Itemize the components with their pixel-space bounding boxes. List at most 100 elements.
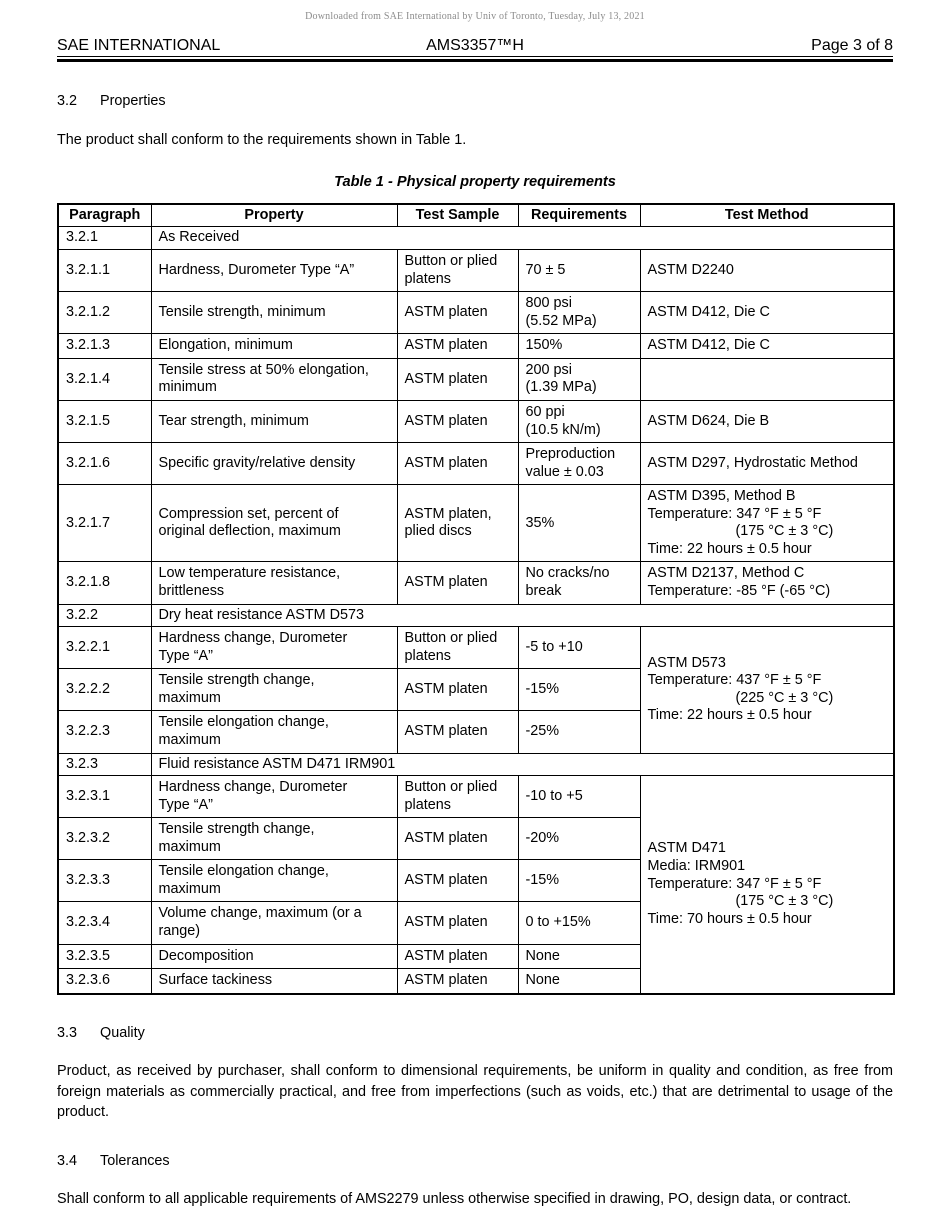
paragraph-cell: 3.2.1.7 — [57, 484, 152, 563]
section-label-cell: Dry heat resistance ASTM D573 — [150, 603, 895, 628]
paragraph-cell: 3.2.3.1 — [57, 775, 152, 819]
requirements-cell: -20% — [517, 817, 641, 861]
paragraph-cell: 3.2.1.8 — [57, 561, 152, 605]
sample-cell: Button or plied platens — [396, 248, 519, 293]
table-row-3-2-3-2: 3.2.3.2 Tensile strength change, maximum… — [57, 817, 894, 861]
section-number: 3.3 — [57, 1024, 78, 1041]
property-cell: Tensile strength, minimum — [150, 291, 398, 335]
table-row-3-2-3-4: 3.2.3.4 Volume change, maximum (or a ran… — [57, 901, 894, 945]
sample-cell: ASTM platen — [396, 943, 519, 970]
col-header-paragraph: Paragraph — [57, 203, 152, 228]
property-cell: Tensile strength change, maximum — [150, 668, 398, 712]
requirements-cell: 35% — [517, 484, 641, 563]
sample-cell: ASTM platen — [396, 859, 519, 903]
table-row-3-2-1: 3.2.1 As Received — [57, 226, 895, 250]
sample-cell: ASTM platen — [396, 399, 519, 444]
physical-property-table: Paragraph Property Test Sample Requireme… — [57, 202, 895, 995]
method-cell-merged: ASTM D573 Temperature: 437 °F ± 5 °F (22… — [639, 626, 895, 754]
paragraph-cell: 3.2.1.4 — [57, 357, 152, 401]
requirements-cell: 800 psi (5.52 MPa) — [517, 291, 641, 335]
method-cell-merged: ASTM D471 Media: IRM901 Temperature: 347… — [639, 775, 895, 995]
paragraph-cell: 3.2.1 — [57, 226, 152, 250]
section-title: Tolerances — [100, 1153, 170, 1170]
paragraph-cell: 3.2.3.3 — [57, 859, 152, 903]
col-header-requirements: Requirements — [517, 203, 641, 228]
sample-cell: ASTM platen — [396, 901, 519, 945]
paragraph-cell: 3.2.1.5 — [57, 399, 152, 444]
paragraph-cell: 3.2.2.2 — [57, 668, 152, 712]
requirements-cell: Preproduction value ± 0.03 — [517, 442, 641, 486]
property-cell: Tensile elongation change, maximum — [150, 710, 398, 754]
table-row-3-2-2-1: 3.2.2.1 Hardness change, Durometer Type … — [57, 626, 895, 754]
table-header-row: Paragraph Property Test Sample Requireme… — [57, 203, 895, 228]
download-watermark: Downloaded from SAE International by Uni… — [305, 11, 645, 22]
sample-cell: Button or plied platens — [396, 775, 519, 819]
table-row-3-2-1-2: 3.2.1.2 Tensile strength, minimum ASTM p… — [57, 291, 895, 335]
sample-cell: ASTM platen — [396, 291, 519, 335]
property-cell: Hardness change, Durometer Type “A” — [150, 626, 398, 670]
sample-cell: ASTM platen — [396, 710, 519, 754]
col-header-property: Property — [150, 203, 398, 228]
table-row-3-2-1-4: 3.2.1.4 Tensile stress at 50% elongation… — [57, 357, 895, 401]
property-cell: Tensile stress at 50% elongation, minimu… — [150, 357, 398, 401]
property-cell: Volume change, maximum (or a range) — [150, 901, 398, 945]
section-3-2-body: The product shall conform to the require… — [57, 132, 467, 148]
requirements-cell: 150% — [517, 333, 641, 359]
requirements-cell: -5 to +10 — [517, 626, 641, 670]
requirements-cell: 200 psi (1.39 MPa) — [517, 357, 641, 401]
paragraph-cell: 3.2.2 — [57, 603, 152, 628]
property-cell: Surface tackiness — [150, 968, 398, 995]
table-row-3-2-1-8: 3.2.1.8 Low temperature resistance, brit… — [57, 561, 895, 605]
property-cell: Specific gravity/relative density — [150, 442, 398, 486]
paragraph-cell: 3.2.3.4 — [57, 901, 152, 945]
method-cell: ASTM D2137, Method C Temperature: -85 °F… — [639, 561, 895, 605]
paragraph-cell: 3.2.2.3 — [57, 710, 152, 754]
table-row-3-2-1-1: 3.2.1.1 Hardness, Durometer Type “A” But… — [57, 248, 895, 293]
property-cell: Decomposition — [150, 943, 398, 970]
paragraph-cell: 3.2.3 — [57, 752, 152, 777]
paragraph-cell: 3.2.1.6 — [57, 442, 152, 486]
requirements-cell: 0 to +15% — [517, 901, 641, 945]
requirements-cell: -25% — [517, 710, 641, 754]
sample-cell: Button or plied platens — [396, 626, 519, 670]
col-header-test-method: Test Method — [639, 203, 895, 228]
header-org: SAE INTERNATIONAL — [57, 37, 221, 54]
sample-cell: ASTM platen — [396, 442, 519, 486]
method-cell: ASTM D297, Hydrostatic Method — [639, 442, 895, 486]
header-page-number: Page 3 of 8 — [811, 37, 893, 54]
requirements-cell: No cracks/no break — [517, 561, 641, 605]
table-row-3-2-2-2: 3.2.2.2 Tensile strength change, maximum… — [57, 668, 894, 712]
property-cell: Low temperature resistance, brittleness — [150, 561, 398, 605]
section-3-4-body: Shall conform to all applicable requirem… — [57, 1191, 852, 1208]
property-cell: Elongation, minimum — [150, 333, 398, 359]
property-cell: Hardness change, Durometer Type “A” — [150, 775, 398, 819]
section-label-cell: As Received — [150, 226, 895, 250]
paragraph-cell: 3.2.3.5 — [57, 943, 152, 970]
method-cell: ASTM D412, Die C — [639, 291, 895, 335]
table-row-3-2-3-1: 3.2.3.1 Hardness change, Durometer Type … — [57, 775, 895, 995]
property-cell: Hardness, Durometer Type “A” — [150, 248, 398, 293]
section-3-4-heading: 3.4 Tolerances — [57, 1153, 893, 1169]
table-row-3-2-1-6: 3.2.1.6 Specific gravity/relative densit… — [57, 442, 895, 486]
table-row-3-2-1-5: 3.2.1.5 Tear strength, minimum ASTM plat… — [57, 399, 895, 444]
paragraph-cell: 3.2.2.1 — [57, 626, 152, 670]
paragraph-cell: 3.2.1.3 — [57, 333, 152, 359]
requirements-cell: 60 ppi (10.5 kN/m) — [517, 399, 641, 444]
page-header: SAE INTERNATIONAL AMS3357™H Page 3 of 8 — [57, 37, 893, 57]
table-row-3-2-1-3: 3.2.1.3 Elongation, minimum ASTM platen … — [57, 333, 895, 359]
table-row-3-2-3-3: 3.2.3.3 Tensile elongation change, maxim… — [57, 859, 894, 903]
requirements-cell: None — [517, 943, 641, 970]
sample-cell: ASTM platen — [396, 357, 519, 401]
table-row-3-2-1-7: 3.2.1.7 Compression set, percent of orig… — [57, 484, 895, 563]
sample-cell: ASTM platen — [396, 968, 519, 995]
requirements-cell: -15% — [517, 859, 641, 903]
section-number: 3.4 — [57, 1153, 78, 1170]
method-cell: ASTM D624, Die B — [639, 399, 895, 444]
paragraph-cell: 3.2.3.2 — [57, 817, 152, 861]
property-cell: Compression set, percent of original def… — [150, 484, 398, 563]
section-3-3-heading: 3.3 Quality — [57, 1025, 893, 1041]
section-title: Properties — [100, 93, 166, 109]
section-3-2-heading: 3.2 Properties — [57, 93, 893, 109]
requirements-cell: -15% — [517, 668, 641, 712]
sample-cell: ASTM platen, plied discs — [396, 484, 519, 563]
